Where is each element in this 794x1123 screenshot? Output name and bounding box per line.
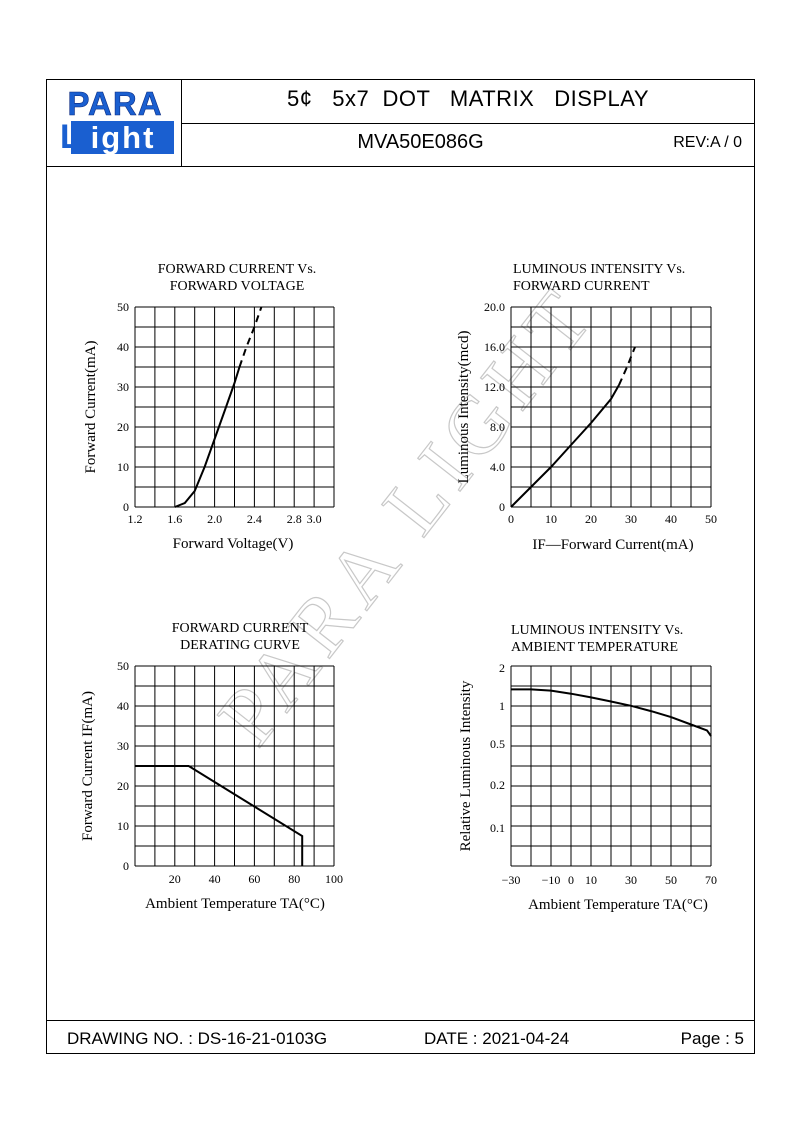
x-tick-label: 60 xyxy=(248,872,260,886)
y-tick-label: 20 xyxy=(117,420,129,434)
y-tick-label: 40 xyxy=(117,699,129,713)
chart-title: FORWARD CURRENT xyxy=(172,621,309,636)
chart-title: AMBIENT TEMPERATURE xyxy=(511,640,678,655)
y-tick-label: 12.0 xyxy=(484,380,505,394)
product-title: 5¢ 5x7 DOT MATRIX DISPLAY xyxy=(287,86,649,111)
x-tick-label: −10 xyxy=(542,873,561,887)
x-tick-label: 70 xyxy=(705,873,717,887)
chart-title: FORWARD CURRENT Vs. xyxy=(158,262,317,277)
x-tick-label: 10 xyxy=(545,512,557,526)
chart-title: DERATING CURVE xyxy=(180,638,300,653)
x-tick-label: 2.8 xyxy=(287,512,302,526)
y-tick-label: 30 xyxy=(117,380,129,394)
x-tick-label: −30 xyxy=(502,873,521,887)
y-tick-label: 40 xyxy=(117,340,129,354)
logo-bottom-text: ight xyxy=(91,120,156,155)
y-tick-label: 2 xyxy=(499,661,505,675)
drawing-frame xyxy=(46,79,755,1054)
chart-title: LUMINOUS INTENSITY Vs. xyxy=(511,623,683,638)
series-line xyxy=(510,384,620,508)
y-tick-label: 50 xyxy=(117,659,129,673)
y-tick-label: 1 xyxy=(499,699,505,713)
y-tick-label: 10 xyxy=(117,819,129,833)
y-tick-label: 8.0 xyxy=(490,420,505,434)
y-tick-label: 0 xyxy=(123,500,129,514)
x-tick-label: 40 xyxy=(209,872,221,886)
series-line xyxy=(618,346,636,386)
y-tick-label: 50 xyxy=(117,300,129,314)
chart-title: FORWARD VOLTAGE xyxy=(170,279,305,294)
footer-top-rule xyxy=(46,1020,755,1021)
y-tick-label: 10 xyxy=(117,460,129,474)
y-tick-label: 20 xyxy=(117,779,129,793)
x-tick-label: 40 xyxy=(665,512,677,526)
logo-top-text: PARA xyxy=(67,86,162,122)
y-tick-label: 0 xyxy=(499,500,505,514)
x-tick-label: 80 xyxy=(288,872,300,886)
series-line xyxy=(511,688,712,737)
y-tick-label: 20.0 xyxy=(484,300,505,314)
x-tick-label: 1.2 xyxy=(128,512,143,526)
y-tick-label: 0.1 xyxy=(490,821,505,835)
y-tick-label: 4.0 xyxy=(490,460,505,474)
series-line xyxy=(174,366,241,508)
y-axis-label: Luminous Intensity(mcd) xyxy=(456,331,472,484)
header-logo-divider xyxy=(181,79,182,167)
x-tick-label: 2.4 xyxy=(247,512,262,526)
y-axis-label: Relative Luminous Intensity xyxy=(458,680,474,851)
y-axis-label: Forward Current IF(mA) xyxy=(80,691,96,841)
para-light-logo: PARA L ight xyxy=(57,85,174,156)
y-tick-label: 16.0 xyxy=(484,340,505,354)
series-line xyxy=(238,306,263,368)
model-number: MVA50E086G xyxy=(357,131,484,153)
y-axis-label: Forward Current(mA) xyxy=(83,341,99,474)
drawing-number: DRAWING NO. : DS-16-21-0103G xyxy=(67,1029,328,1048)
y-tick-label: 0 xyxy=(123,859,129,873)
header-bottom-rule xyxy=(46,166,755,167)
page-number: Page : 5 xyxy=(680,1029,744,1048)
x-tick-label: 30 xyxy=(625,873,637,887)
x-tick-label: 100 xyxy=(325,872,343,886)
series-line xyxy=(135,765,304,866)
y-tick-label: 0.5 xyxy=(490,737,505,751)
x-axis-label: Ambient Temperature TA(°C) xyxy=(145,896,325,912)
revision-label: REV:A / 0 xyxy=(673,134,742,151)
x-tick-label: 20 xyxy=(585,512,597,526)
x-tick-label: 1.6 xyxy=(167,512,182,526)
header-mid-rule xyxy=(181,123,755,124)
x-axis-label: Forward Voltage(V) xyxy=(173,536,294,552)
x-tick-label: 0 xyxy=(568,873,574,887)
x-tick-label: 30 xyxy=(625,512,637,526)
x-tick-label: 2.0 xyxy=(207,512,222,526)
chart-4: LUMINOUS INTENSITY Vs. AMBIENT TEMPERATUR… xyxy=(458,623,717,913)
x-tick-label: 10 xyxy=(585,873,597,887)
x-axis-label: Ambient Temperature TA(°C) xyxy=(528,897,708,913)
y-tick-label: 30 xyxy=(117,739,129,753)
chart-title: LUMINOUS INTENSITY Vs. xyxy=(513,262,685,277)
chart-1: FORWARD CURRENT Vs. FORWARD VOLTAGE 1.2 1.6… xyxy=(83,262,335,552)
x-tick-label: 50 xyxy=(665,873,677,887)
x-tick-label: 0 xyxy=(508,512,514,526)
x-axis-label: IF—Forward Current(mA) xyxy=(532,537,693,553)
logo-letter-l: L xyxy=(60,118,81,155)
x-tick-label: 3.0 xyxy=(307,512,322,526)
y-tick-label: 0.2 xyxy=(490,778,505,792)
drawing-date: DATE : 2021-04-24 xyxy=(424,1029,570,1048)
x-tick-label: 20 xyxy=(169,872,181,886)
x-tick-label: 50 xyxy=(705,512,717,526)
chart-2: LUMINOUS INTENSITY Vs. FORWARD CURRENT 0 10… xyxy=(456,262,717,553)
chart-title: FORWARD CURRENT xyxy=(513,279,650,294)
